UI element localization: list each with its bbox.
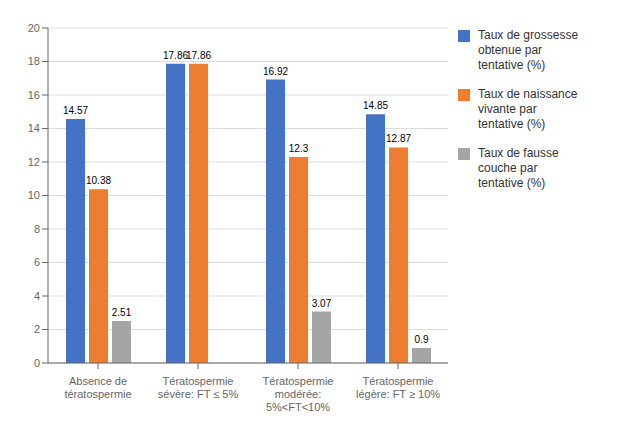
html-text:tentative (%): tentative (%) [478,117,546,131]
html-text:Taux de fausse: Taux de fausse [478,146,559,160]
svg-text:16.92: 16.92 [263,66,288,77]
html-text:tentative (%): tentative (%) [478,58,546,72]
svg-text:12: 12 [28,156,40,168]
html-text:obtenue par: obtenue par [478,43,543,57]
svg-text:12.3: 12.3 [289,143,309,154]
svg-text:2: 2 [34,323,40,335]
html-text:couche par: couche par [478,161,538,175]
svg-text:4: 4 [34,290,40,302]
svg-text:10.38: 10.38 [86,175,111,186]
svg-text:10: 10 [28,189,40,201]
svg-text:17.86: 17.86 [163,50,188,61]
svg-text:16: 16 [28,89,40,101]
svg-text:Tératospermiemodérée:5%<FT<10%: Tératospermiemodérée:5%<FT<10% [263,375,334,413]
svg-text:Tératospermielégère: FT ≥ 10%: Tératospermielégère: FT ≥ 10% [356,375,440,400]
svg-text:14: 14 [28,122,40,134]
svg-text:0: 0 [34,357,40,369]
html-text:Taux de grossesse: Taux de grossesse [478,28,579,42]
svg-text:0.9: 0.9 [415,334,429,345]
svg-text:6: 6 [34,256,40,268]
html-text:Taux de naissance: Taux de naissance [478,87,578,101]
svg-text:18: 18 [28,55,40,67]
svg-text:Tératospermiesévère: FT ≤ 5%: Tératospermiesévère: FT ≤ 5% [158,375,239,400]
svg-text:8: 8 [34,223,40,235]
svg-text:2.51: 2.51 [112,307,132,318]
svg-text:12.87: 12.87 [386,133,411,144]
svg-text:17.86: 17.86 [186,50,211,61]
html-text:vivante par: vivante par [478,102,537,116]
svg-text:Absence detératospermie: Absence detératospermie [64,375,131,400]
svg-text:3.07: 3.07 [312,298,332,309]
svg-text:20: 20 [28,22,40,34]
svg-text:14.85: 14.85 [363,100,388,111]
html-text:tentative (%): tentative (%) [478,176,546,190]
svg-text:14.57: 14.57 [63,105,88,116]
